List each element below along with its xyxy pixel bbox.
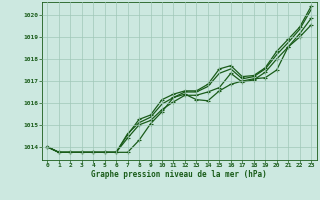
X-axis label: Graphe pression niveau de la mer (hPa): Graphe pression niveau de la mer (hPa): [91, 170, 267, 179]
